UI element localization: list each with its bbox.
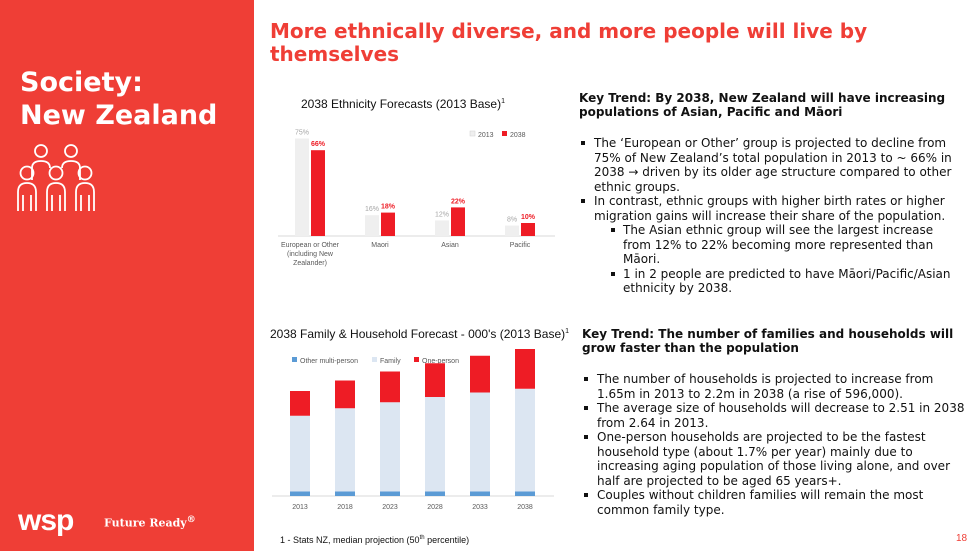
footnote: 1 - Stats NZ, median projection (50th pe… [280,535,470,545]
wsp-logo: wsp [18,504,75,537]
key-trend-households-bullets: The number of households is projected to… [582,372,968,517]
bar-2038 [311,150,325,236]
bullet-item: Couples without children families will r… [582,488,968,517]
bar-segment-family [335,408,355,492]
ethnicity-bar-chart: 2013 2038 75%66% European or Other (includin… [278,130,555,267]
legend-swatch [292,357,297,362]
data-label: 18% [381,204,396,211]
bar-segment-one-person [470,355,490,393]
bullet-item: In contrast, ethnic groups with higher b… [579,194,959,223]
bar-2038 [451,207,465,236]
data-label: 8% [507,217,517,224]
bar-segment-one-person [380,371,400,403]
data-label: 75% [295,130,309,137]
bar-segment-one-person [335,380,355,409]
svg-text:wsp: wsp [18,504,74,537]
bullet-item: The number of households is projected to… [582,372,968,401]
category-label: (including New [287,251,334,258]
data-label: 12% [435,211,449,218]
category-label: 2033 [472,504,488,511]
bar-2013 [435,220,449,236]
bar-segment-other-multi-person [470,491,490,496]
category-label: 2018 [337,504,353,511]
key-trend-households-heading: Key Trend: The number of families and ho… [582,327,954,355]
category-label: Asian [441,242,459,249]
category-label: 2023 [382,504,398,511]
bar-segment-other-multi-person [380,491,400,496]
tagline: Future Ready® [104,514,196,530]
bullet-item: The ‘European or Other’ group is project… [579,136,959,194]
bar-segment-other-multi-person [425,491,445,496]
bar-2038 [381,212,395,236]
sub-bullet-item: The Asian ethnic group will see the larg… [579,223,959,267]
sub-bullet-item: 1 in 2 people are predicted to have Māor… [579,267,959,296]
bar-segment-other-multi-person [515,491,535,496]
bar-segment-one-person [425,363,445,397]
data-label: 10% [521,214,536,221]
category-label: 2013 [292,504,308,511]
bar-segment-other-multi-person [290,491,310,496]
category-label: Maori [371,242,389,249]
category-label: Zealander) [293,260,327,267]
category-label: European or Other [281,242,340,249]
bar-segment-family [515,388,535,492]
household-stacked-bar-chart: Other multi-person Family One-person 2013 20… [272,349,554,511]
bullet-item: One-person households are projected to b… [582,430,968,488]
bar-segment-one-person [515,349,535,389]
ethnicity-chart-title: 2038 Ethnicity Forecasts (2013 Base)1 [301,97,506,111]
legend-label: Family [380,358,401,365]
bar-segment-family [470,392,490,492]
key-trend-ethnicity-heading: Key Trend: By 2038, New Zealand will hav… [579,91,946,119]
category-label: Pacific [510,242,531,249]
data-label: 16% [365,206,379,213]
household-chart-title: 2038 Family & Household Forecast - 000's… [270,327,570,341]
legend-swatch [469,130,476,137]
legend-swatch [414,357,419,362]
bar-2013 [505,225,519,236]
people-group-icon [17,144,95,211]
category-label: 2028 [427,504,443,511]
bar-2038 [521,223,535,236]
bar-2013 [295,138,309,236]
category-label: 2038 [517,504,533,511]
sidebar-panel: Society: New Zealand wsp Future Ready® [0,0,254,551]
legend-swatch [502,131,507,136]
bar-segment-family [425,397,445,492]
key-trend-ethnicity-bullets: The ‘European or Other’ group is project… [579,136,959,296]
bar-segment-family [290,415,310,492]
legend-label: 2038 [510,132,526,139]
bar-segment-other-multi-person [335,491,355,496]
legend-label: Other multi-person [300,358,358,365]
bullet-item: The average size of households will decr… [582,401,968,430]
page-title: More ethnically diverse, and more people… [270,19,868,66]
section-title: Society: New Zealand [20,67,218,131]
data-label: 22% [451,198,466,205]
legend-label: 2013 [478,132,494,139]
bar-2013 [365,215,379,236]
bar-segment-one-person [290,391,310,416]
data-label: 66% [311,141,326,148]
bar-segment-family [380,402,400,492]
legend-swatch [372,357,377,362]
legend-label: One-person [422,358,459,365]
page-number: 18 [956,533,968,544]
